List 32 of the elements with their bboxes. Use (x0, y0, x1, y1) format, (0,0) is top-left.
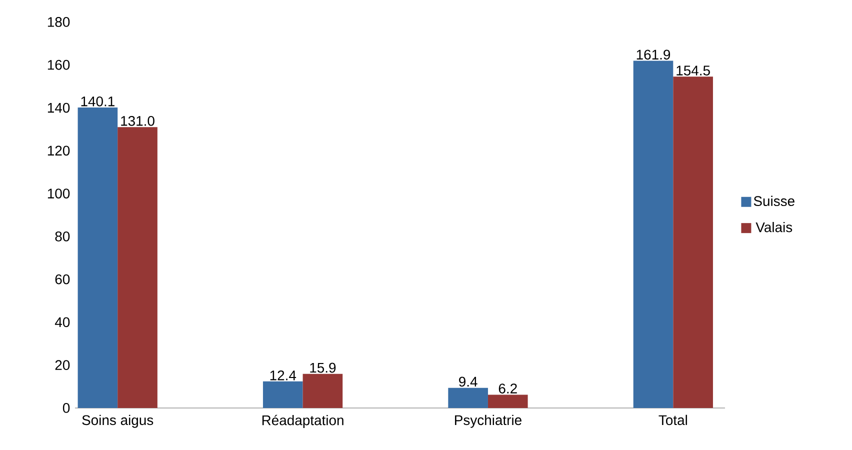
bar (118, 127, 158, 408)
y-tick-label: 140 (48, 102, 70, 113)
bar (488, 394, 528, 408)
legend-label: Suisse (754, 196, 794, 206)
bar (673, 76, 713, 408)
legend-label: Valais (756, 222, 792, 232)
data-label: 12.4 (270, 370, 296, 380)
bar (302, 374, 343, 408)
y-tick-label: 60 (55, 274, 70, 284)
x-tick-label: Psychiatrie (455, 414, 522, 428)
x-tick-label: Réadaptation (262, 414, 344, 428)
data-label: 154.5 (676, 66, 710, 76)
bar (262, 381, 303, 408)
y-tick-label: 40 (54, 317, 70, 328)
data-label: 6.2 (498, 384, 517, 394)
data-label: 161.9 (636, 50, 670, 60)
y-tick-label: 160 (48, 60, 70, 70)
y-tick-label: 120 (48, 146, 70, 156)
data-label: 9.4 (459, 376, 478, 387)
data-label: 15.9 (310, 362, 336, 373)
y-tick-label: 80 (55, 231, 70, 242)
y-tick-label: 100 (48, 188, 70, 198)
x-tick-label: Total (658, 414, 687, 426)
y-tick-label: 0 (62, 403, 70, 413)
data-label: 140.1 (81, 96, 114, 106)
data-label: 131.0 (121, 116, 154, 126)
bar (448, 388, 488, 408)
y-tick-label: 180 (48, 17, 70, 27)
bar (633, 60, 674, 408)
y-tick-label: 20 (55, 360, 70, 370)
x-tick-label: Soins aigus (82, 414, 154, 428)
bar (78, 108, 118, 408)
